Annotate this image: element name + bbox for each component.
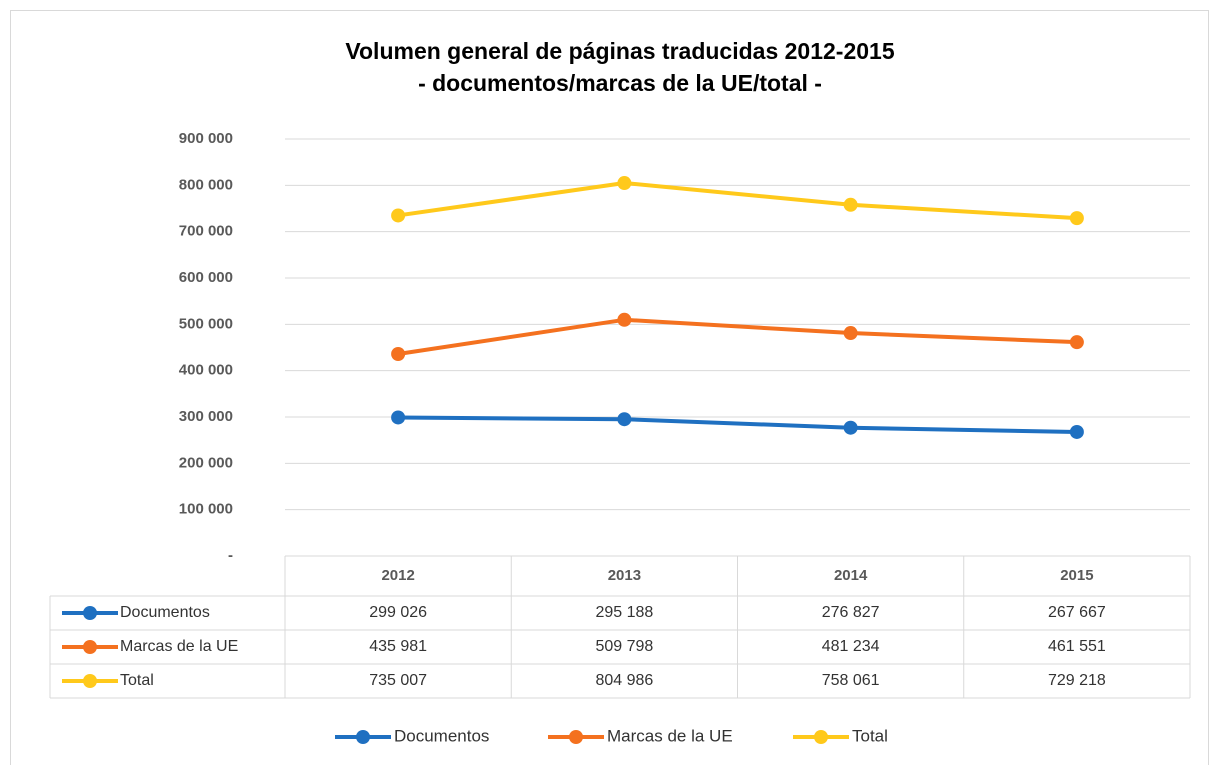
x-tick-label: 2015 [1060, 567, 1093, 584]
y-tick-label: 600 000 [179, 269, 233, 286]
legend-key-marker [83, 674, 97, 688]
table-series-name: Marcas de la UE [120, 638, 238, 655]
data-line [396, 181, 1079, 221]
y-tick-label: 400 000 [179, 362, 233, 379]
data-point [391, 208, 406, 223]
data-label: 267 667 [1048, 604, 1106, 621]
y-tick-label: - [228, 547, 233, 564]
data-label: 481 234 [822, 638, 880, 655]
data-label: 735 007 [369, 672, 427, 689]
data-point [1069, 335, 1084, 350]
data-line [396, 317, 1079, 356]
legend-marker [814, 730, 828, 744]
data-point [843, 197, 858, 212]
y-tick-label: 900 000 [179, 130, 233, 147]
chart-title: Volumen general de páginas traducidas 20… [345, 38, 894, 64]
legend-key-marker [83, 640, 97, 654]
legend-marker [569, 730, 583, 744]
chart-subtitle: - documentos/marcas de la UE/total - [418, 70, 822, 96]
x-tick-label: 2012 [381, 567, 414, 584]
y-tick-label: 500 000 [179, 315, 233, 332]
data-point [1069, 424, 1084, 439]
data-point [843, 326, 858, 341]
legend-key-marker [83, 606, 97, 620]
data-point [617, 412, 632, 427]
data-point [1069, 211, 1084, 226]
legend-label: Marcas de la UE [607, 726, 733, 745]
data-label: 276 827 [822, 604, 880, 621]
data-label: 295 188 [595, 604, 653, 621]
data-point [617, 176, 632, 191]
data-label: 509 798 [595, 638, 653, 655]
y-tick-label: 200 000 [179, 454, 233, 471]
data-point [391, 346, 406, 361]
data-point [617, 312, 632, 327]
data-point [843, 420, 858, 435]
x-tick-label: 2013 [608, 567, 641, 584]
x-tick-label: 2014 [834, 567, 868, 584]
data-label: 435 981 [369, 638, 427, 655]
data-point [391, 410, 406, 425]
data-line [396, 415, 1079, 434]
data-label: 729 218 [1048, 672, 1106, 689]
data-label: 461 551 [1048, 638, 1106, 655]
data-label: 299 026 [369, 604, 427, 621]
y-tick-label: 700 000 [179, 223, 233, 240]
data-label: 758 061 [822, 672, 880, 689]
legend-label: Documentos [394, 726, 489, 745]
legend-label: Total [852, 726, 888, 745]
legend-marker [356, 730, 370, 744]
table-series-name: Total [120, 672, 154, 689]
y-tick-label: 800 000 [179, 176, 233, 193]
table-series-name: Documentos [120, 604, 210, 621]
y-tick-label: 300 000 [179, 408, 233, 425]
y-tick-label: 100 000 [179, 501, 233, 518]
data-label: 804 986 [595, 672, 653, 689]
